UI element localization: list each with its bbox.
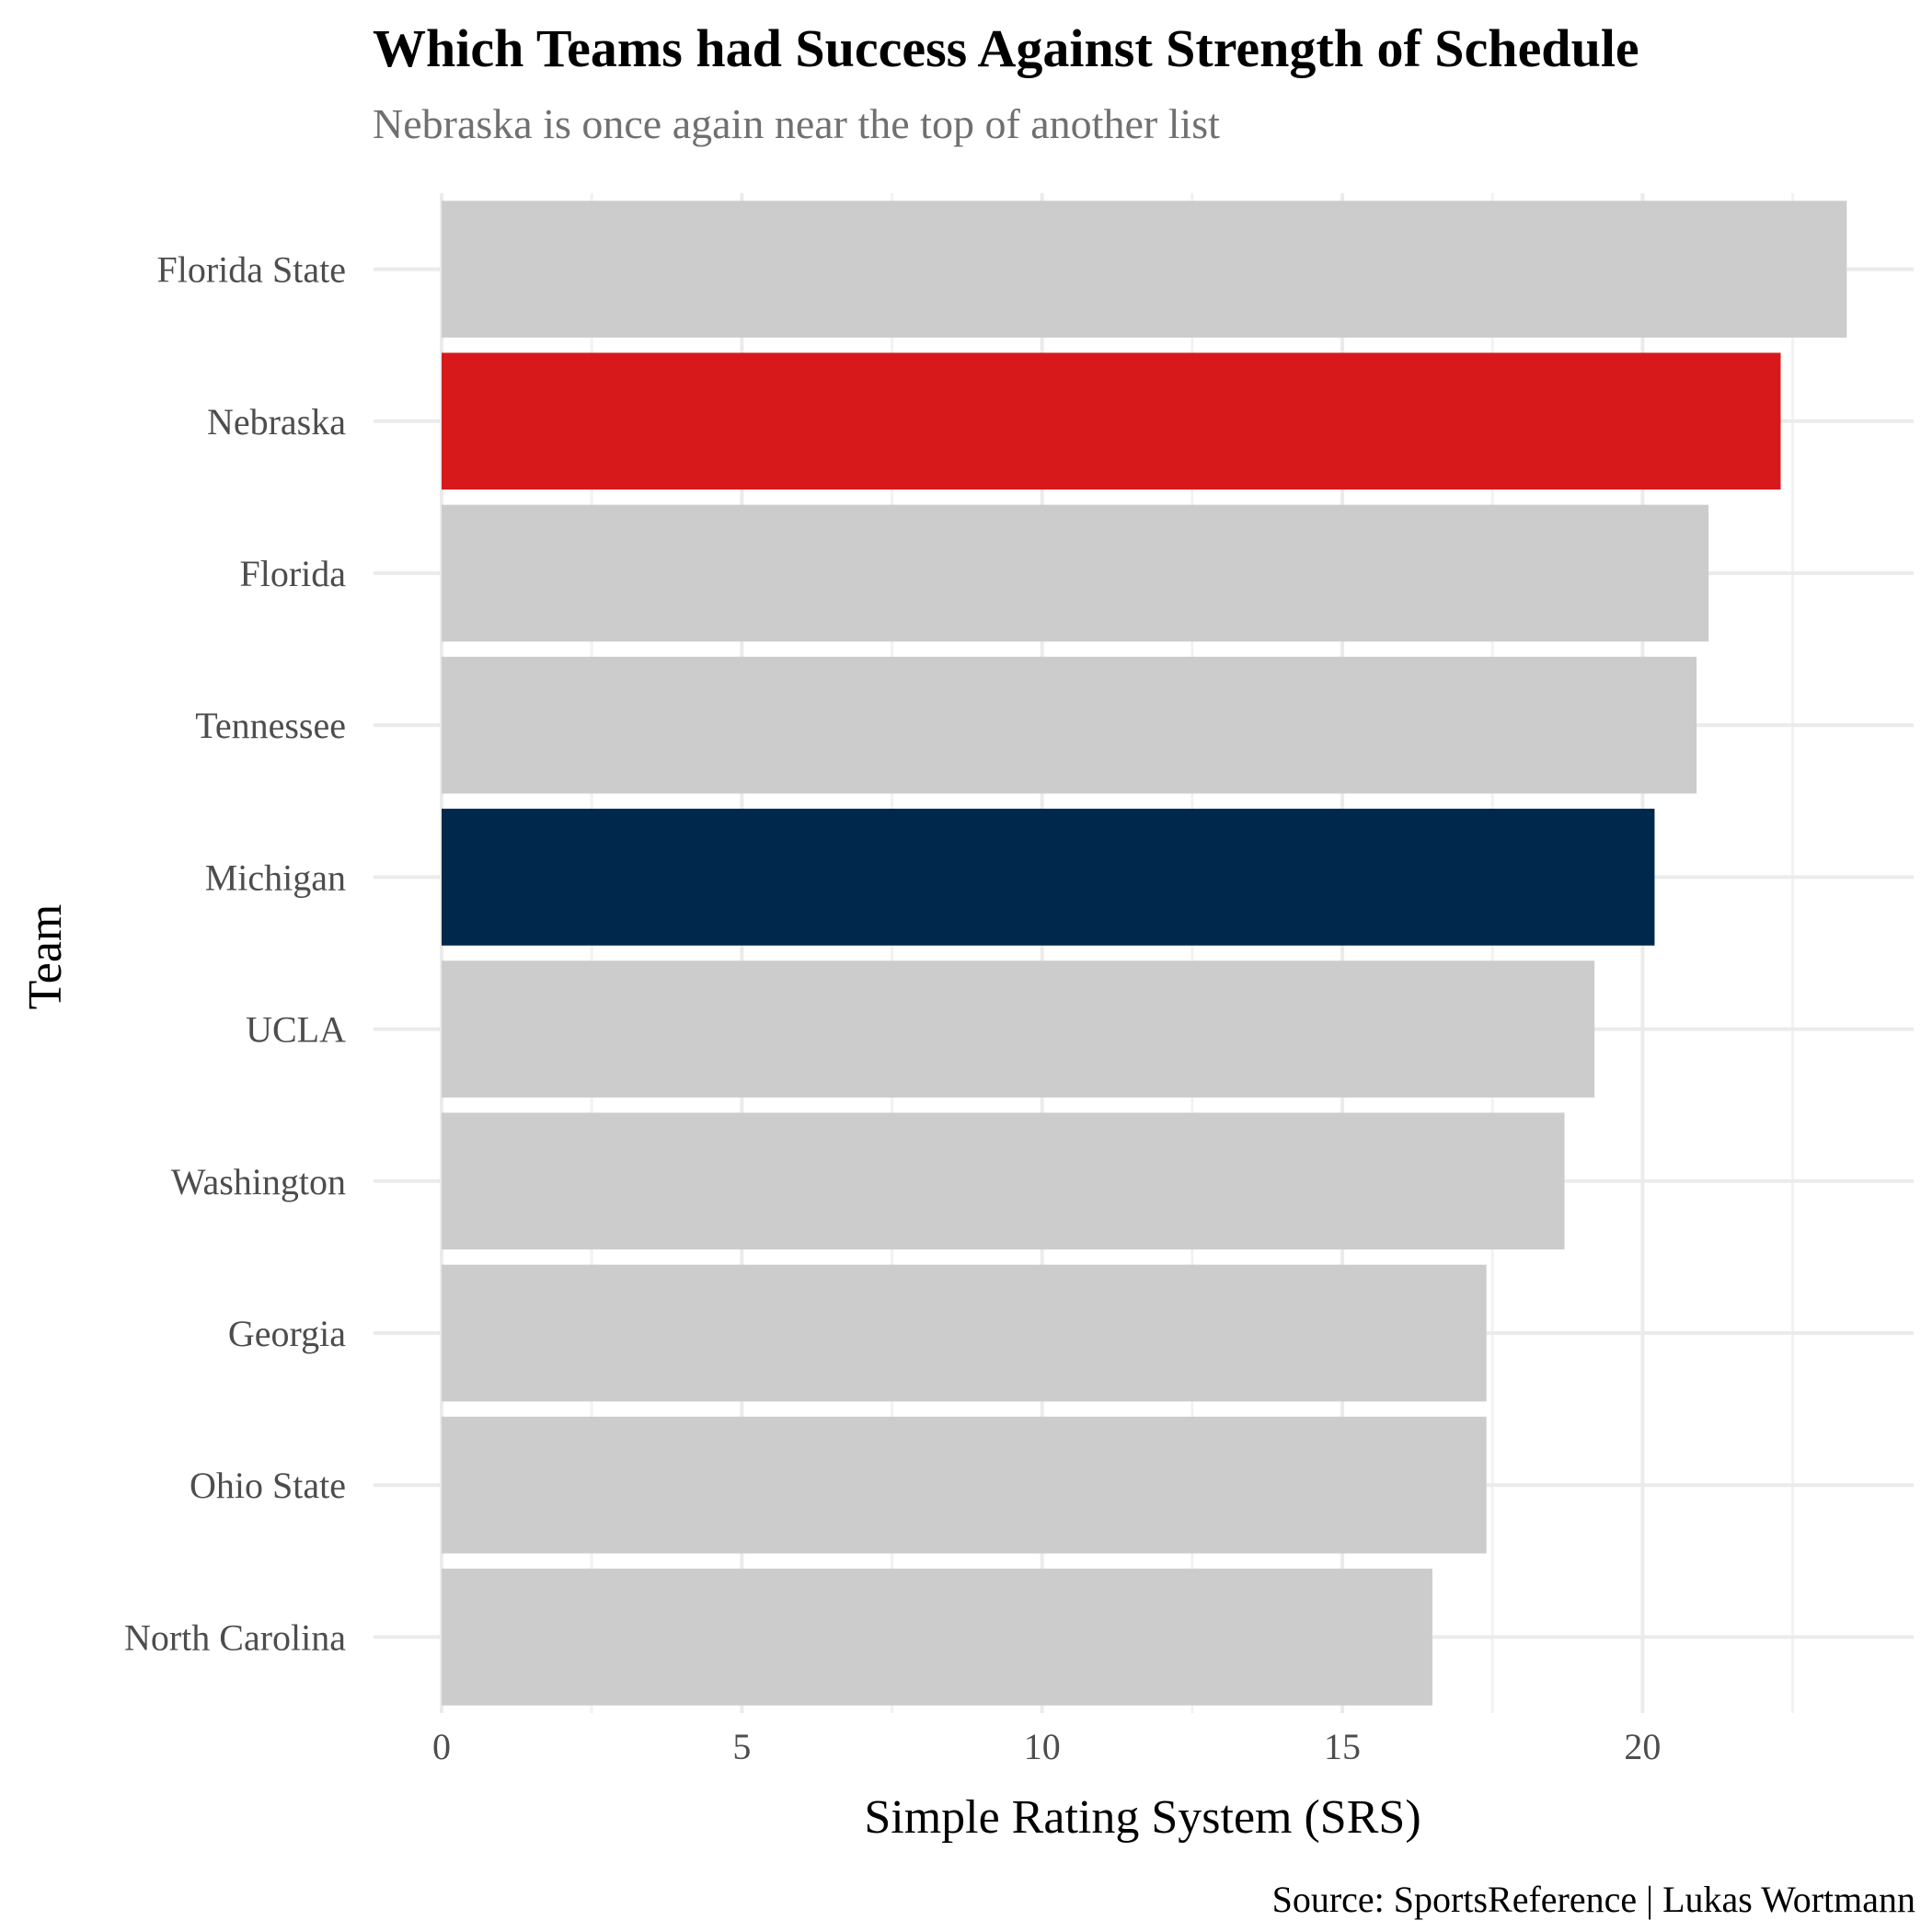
bars [442, 201, 1847, 1706]
bar-georgia [442, 1264, 1487, 1402]
y-tick-label: North Carolina [124, 1616, 346, 1658]
chart-caption: Source: SportsReference | Lukas Wortmann [1272, 1879, 1915, 1920]
bar-florida-state [442, 201, 1847, 338]
y-tick-label: Florida State [156, 249, 346, 291]
y-tick-label: Nebraska [207, 401, 346, 443]
x-tick-label: 5 [732, 1726, 751, 1767]
x-tick-label: 15 [1324, 1726, 1361, 1767]
y-tick-label: Georgia [228, 1313, 346, 1354]
y-axis-title: Team [19, 904, 72, 1010]
y-tick-labels: Florida State Nebraska Florida Tennessee Mic… [124, 249, 346, 1659]
y-tick-label: Washington [171, 1161, 346, 1202]
x-tick-label: 0 [432, 1726, 451, 1767]
bar-washington [442, 1112, 1565, 1250]
bar-ucla [442, 960, 1595, 1098]
x-axis-title: Simple Rating System (SRS) [864, 1791, 1420, 1844]
x-tick-label: 20 [1624, 1726, 1661, 1767]
bar-nebraska [442, 352, 1781, 490]
chart-subtitle: Nebraska is once again near the top of a… [373, 100, 1220, 147]
y-tick-label: UCLA [246, 1009, 346, 1051]
y-tick-label: Michigan [205, 857, 346, 898]
bar-ohio-state [442, 1416, 1487, 1554]
y-tick-label: Ohio State [190, 1465, 346, 1506]
x-tick-labels: 0 5 10 15 20 [432, 1726, 1661, 1767]
bar-north-carolina [442, 1569, 1432, 1706]
bar-michigan [442, 809, 1655, 946]
bar-tennessee [442, 656, 1697, 794]
y-tick-label: Florida [239, 553, 346, 594]
chart-title: Which Teams had Success Against Strength… [373, 18, 1639, 78]
y-tick-label: Tennessee [195, 705, 346, 746]
bar-florida [442, 504, 1709, 642]
x-tick-label: 10 [1024, 1726, 1061, 1767]
